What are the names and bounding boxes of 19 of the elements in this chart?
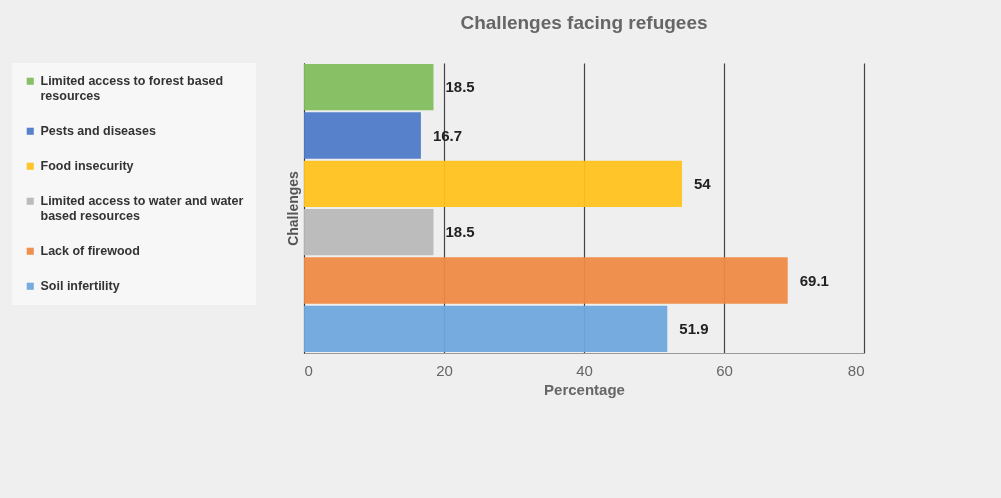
legend-label: Food insecurity <box>40 159 134 174</box>
data-label: 51.9 <box>679 319 709 337</box>
data-label: 69.1 <box>799 271 829 289</box>
data-label: 54 <box>694 174 712 192</box>
legend-label: Pests and diseases <box>40 124 156 139</box>
y-axis-title: Challenges <box>284 170 301 246</box>
x-axis-title: Percentage <box>544 380 625 398</box>
legend-label: Soil infertility <box>40 279 120 294</box>
x-tick-label: 20 <box>436 361 453 379</box>
x-tick-label: 40 <box>576 361 593 379</box>
x-tick-label: 60 <box>716 361 733 379</box>
legend-label: Limited access to water and water based resources <box>40 194 244 223</box>
data-label: 18.5 <box>445 223 475 241</box>
chart-title: Challenges facing refugees <box>460 12 708 33</box>
x-tick-label: 80 <box>847 361 865 379</box>
legend-label: Lack of firewood <box>40 244 140 259</box>
data-label: 18.5 <box>445 78 475 96</box>
x-tick-label: 0 <box>304 361 313 379</box>
legend-label: Limited access to forest based resources <box>40 74 224 103</box>
